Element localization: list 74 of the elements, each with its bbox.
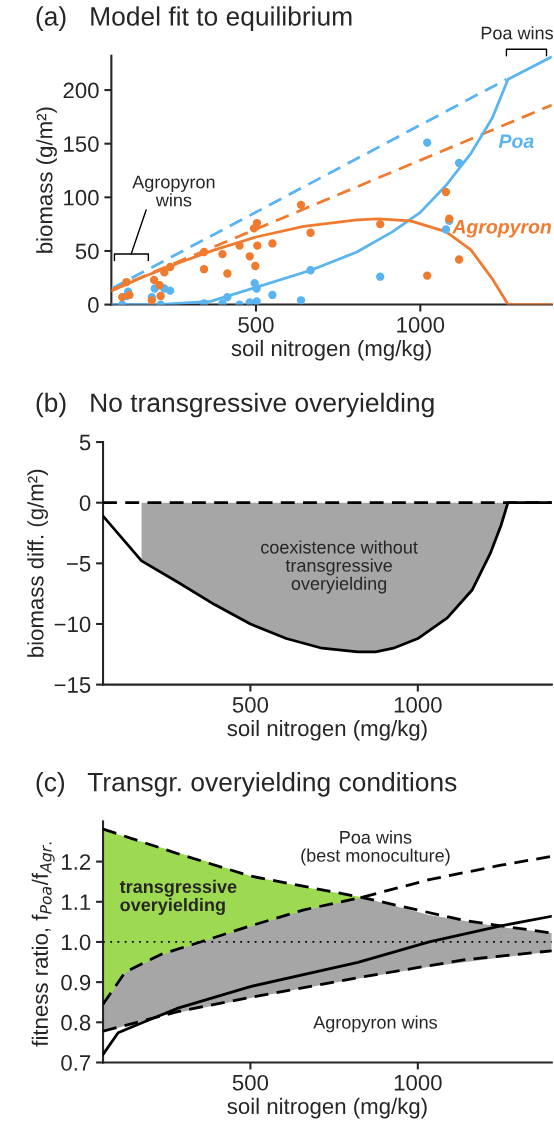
point xyxy=(147,296,156,305)
point xyxy=(245,252,254,261)
point xyxy=(296,200,306,209)
point xyxy=(441,225,451,234)
point xyxy=(454,158,464,168)
x-tick-label: 1000 xyxy=(394,697,442,713)
point xyxy=(199,265,209,274)
point xyxy=(122,277,131,287)
annotation: Agropyron wins xyxy=(132,175,215,207)
annotation: coexistence without transgressive overyielding xyxy=(261,540,418,594)
point xyxy=(223,292,232,302)
x-axis-title: soil nitrogen (mg/kg) xyxy=(227,719,427,741)
point xyxy=(218,250,227,259)
y-tick-label: −10 xyxy=(54,616,91,633)
point xyxy=(160,268,169,277)
y-axis-title: biomass diff. (g/m²) xyxy=(27,469,48,657)
x-axis-title: soil nitrogen (mg/kg) xyxy=(227,1097,427,1119)
text: Poa wins xyxy=(481,26,553,40)
y-tick-label: 0.7 xyxy=(61,1055,91,1071)
point xyxy=(149,275,159,285)
point xyxy=(252,218,262,228)
y-tick-label: 1.2 xyxy=(62,854,91,870)
y-tick-label: 0 xyxy=(79,495,91,511)
x-tick-label: 1000 xyxy=(397,316,445,333)
point xyxy=(235,241,244,250)
y-tick-label: 50 xyxy=(75,243,99,260)
point xyxy=(306,228,315,237)
point xyxy=(306,266,315,275)
point xyxy=(268,290,277,300)
x-tick-label: 500 xyxy=(232,1074,269,1091)
point xyxy=(166,262,175,272)
y-tick-label: 150 xyxy=(64,136,99,152)
x-tick-label: 500 xyxy=(238,316,274,333)
x-tick-label: 500 xyxy=(232,697,269,713)
point xyxy=(118,292,127,302)
point xyxy=(252,284,261,293)
annotation: transgressive overyielding xyxy=(119,879,237,915)
point xyxy=(296,296,306,305)
point xyxy=(251,261,260,271)
y-tick-label: −15 xyxy=(54,677,91,693)
y-tick-label: 0 xyxy=(88,297,99,313)
point xyxy=(423,138,432,147)
point xyxy=(166,286,175,295)
point xyxy=(441,187,451,197)
y-tick-label: 0.9 xyxy=(61,974,91,991)
y-tick-label: 1.0 xyxy=(62,934,91,951)
y-axis-title: fitness ratio, f$_{Poa}$/f$_{Agr.}$ xyxy=(31,842,55,1047)
x-axis-title: soil nitrogen (mg/kg) xyxy=(231,339,431,361)
point xyxy=(454,255,464,264)
point xyxy=(156,291,165,301)
y-tick-label: 0.8 xyxy=(61,1014,91,1031)
point xyxy=(376,219,385,229)
chart-title: (c) Transgr. overyielding conditions xyxy=(36,772,457,797)
y-tick-label: 200 xyxy=(63,82,99,99)
x-tick-label: 1000 xyxy=(394,1074,442,1091)
chart-title: (a) Model fit to equilibrium xyxy=(36,6,352,31)
point xyxy=(223,269,232,278)
annotation: Poa wins (best monoculture) xyxy=(301,830,450,866)
point xyxy=(199,247,209,257)
y-tick-label: 1.1 xyxy=(62,894,91,910)
point xyxy=(376,272,385,281)
point xyxy=(423,271,432,280)
y-tick-label: 100 xyxy=(64,189,99,206)
series-label: Agropyron xyxy=(452,220,551,238)
y-tick-label: 5 xyxy=(79,434,91,451)
point xyxy=(268,239,277,248)
series-label: Poa xyxy=(498,134,534,149)
point xyxy=(253,241,262,250)
point xyxy=(252,297,261,305)
y-axis-title: biomass (g/m²) xyxy=(36,107,57,253)
y-tick-label: −5 xyxy=(67,556,91,572)
chart-title: (b) No transgressive overyielding xyxy=(36,392,434,418)
point xyxy=(155,281,164,290)
annotation: Agropyron wins xyxy=(313,1015,437,1033)
